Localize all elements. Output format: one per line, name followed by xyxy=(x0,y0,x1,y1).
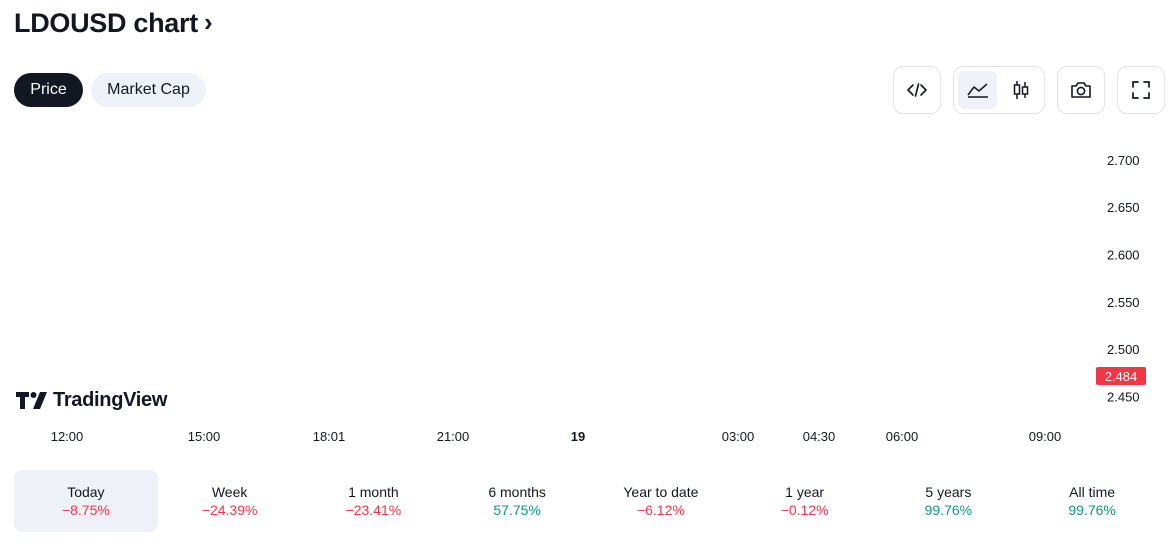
y-tick-label: 2.550 xyxy=(1107,295,1140,310)
period-1-year[interactable]: 1 year −0.12% xyxy=(733,470,877,532)
period-today[interactable]: Today −8.75% xyxy=(14,470,158,532)
x-tick-label: 09:00 xyxy=(1029,429,1062,444)
x-tick-label: 04:30 xyxy=(803,429,836,444)
candlestick-icon xyxy=(1013,81,1028,99)
x-tick-label: 06:00 xyxy=(886,429,919,444)
embed-button[interactable] xyxy=(893,66,941,114)
tradingview-logo: TradingView xyxy=(16,389,167,412)
period-change: −6.12% xyxy=(636,502,685,518)
period-change: 99.76% xyxy=(924,502,973,518)
tab-price[interactable]: Price xyxy=(14,73,83,107)
chevron-right-icon: › xyxy=(203,7,213,37)
y-tick-label: 2.700 xyxy=(1107,153,1140,168)
period-year-to-date[interactable]: Year to date −6.12% xyxy=(589,470,733,532)
y-tick-label: 2.650 xyxy=(1107,200,1140,215)
area-chart-button[interactable] xyxy=(958,71,997,109)
candlestick-chart-button[interactable] xyxy=(1001,71,1040,109)
fullscreen-icon xyxy=(1132,81,1150,99)
x-tick-label: 12:00 xyxy=(51,429,84,444)
period-label: 5 years xyxy=(925,484,972,500)
period-change: −8.75% xyxy=(61,502,110,518)
chart-style-group xyxy=(953,66,1045,114)
period-selector: Today −8.75% Week −24.39% 1 month −23.41% 6 mo… xyxy=(14,470,1164,532)
period-6-months[interactable]: 6 months 57.75% xyxy=(445,470,589,532)
period-label: Year to date xyxy=(623,484,699,500)
tradingview-mark-icon xyxy=(16,392,47,409)
period-week[interactable]: Week −24.39% xyxy=(158,470,302,532)
fullscreen-button[interactable] xyxy=(1117,66,1165,114)
period-label: 1 month xyxy=(348,484,399,500)
period-label: 1 year xyxy=(785,484,825,500)
period-5-years[interactable]: 5 years 99.76% xyxy=(877,470,1021,532)
y-tick-label: 2.600 xyxy=(1107,248,1140,263)
last-price-label: 2.484 xyxy=(1096,367,1146,385)
x-tick-label: 19 xyxy=(571,429,585,444)
period-label: Week xyxy=(211,484,248,500)
x-tick-label: 18:01 xyxy=(313,429,346,444)
price-chart[interactable]: 2.700 2.650 2.600 2.550 2.500 2.450 12:00 15:0… xyxy=(0,120,1175,450)
x-tick-label: 21:00 xyxy=(437,429,470,444)
tab-market-cap[interactable]: Market Cap xyxy=(91,73,206,107)
period-change: −24.39% xyxy=(201,502,258,518)
area-chart-icon xyxy=(966,83,988,98)
x-tick-label: 15:00 xyxy=(188,429,221,444)
period-change: −23.41% xyxy=(345,502,402,518)
period-all-time[interactable]: All time 99.76% xyxy=(1020,470,1164,532)
y-tick-label: 2.450 xyxy=(1107,390,1140,405)
period-change: 57.75% xyxy=(493,502,541,518)
period-change: −0.12% xyxy=(780,502,829,518)
y-tick-label: 2.500 xyxy=(1107,342,1140,357)
tradingview-wordmark: TradingView xyxy=(53,389,168,411)
camera-icon xyxy=(1071,82,1091,98)
snapshot-button[interactable] xyxy=(1057,66,1105,114)
x-tick-label: 03:00 xyxy=(722,429,755,444)
period-change: 99.76% xyxy=(1068,502,1116,518)
period-label: All time xyxy=(1069,484,1116,500)
chart-title-link[interactable]: LDOUSD chart › xyxy=(14,7,213,39)
period-1-month[interactable]: 1 month −23.41% xyxy=(302,470,446,532)
period-label: 6 months xyxy=(488,484,546,500)
page-title: LDOUSD chart xyxy=(14,8,198,38)
period-label: Today xyxy=(67,484,105,500)
code-icon xyxy=(907,83,927,97)
